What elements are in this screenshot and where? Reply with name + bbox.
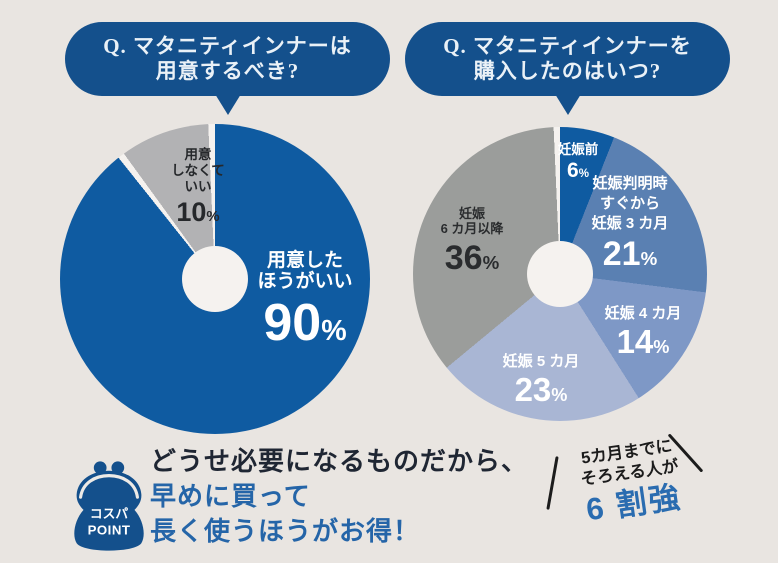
question-line: 用意するべき? bbox=[155, 59, 300, 83]
question-line: 購入したのはいつ? bbox=[473, 59, 662, 83]
annotation-6wari: 5カ月までに そろえる人が 6 割強 bbox=[551, 432, 711, 534]
point-message: どうせ必要になるものだから、 早めに買って 長く使うほうがお得！ bbox=[150, 444, 528, 549]
slice-value: 14% bbox=[616, 323, 670, 360]
question-bubble-when-purchased: Q. マタニティインナーを 購入したのはいつ? bbox=[405, 22, 730, 115]
slice-value: 10% bbox=[176, 197, 220, 227]
slice-label-before-pregnancy: 妊娠前 6% bbox=[538, 142, 618, 186]
slice-value: 6% bbox=[567, 159, 589, 182]
slice-label-should-prepare: 用意した ほうがいい 90% bbox=[245, 250, 365, 359]
slice-label-6-months-plus: 妊娠 6 カ月以降 36% bbox=[427, 206, 517, 281]
badge-text-point: POINT bbox=[88, 522, 131, 537]
point-message-line1: どうせ必要になるものだから、 bbox=[150, 447, 529, 476]
donut-chart-when-purchased: 妊娠前 6% 妊娠判明時 すぐから 妊娠 3 カ月 21% 妊娠 4 カ月 14… bbox=[413, 127, 707, 421]
coin-purse-icon: コスパ POINT bbox=[74, 459, 144, 551]
slice-value: 23% bbox=[514, 371, 568, 408]
badge-text-cospa: コスパ bbox=[90, 506, 128, 521]
donut-hole bbox=[527, 241, 593, 307]
slice-value: 21% bbox=[602, 235, 658, 273]
point-message-line2: 早めに買って bbox=[150, 482, 311, 511]
bubble-tail bbox=[214, 94, 241, 115]
bubble-tail bbox=[554, 94, 581, 115]
slice-label-no-need: 用意 しなくて いい 10% bbox=[153, 147, 243, 232]
question-line: Q. マタニティインナーを bbox=[443, 34, 692, 58]
slice-value: 36% bbox=[444, 239, 500, 277]
donut-hole bbox=[182, 246, 248, 312]
question-bubble-prepare: Q. マタニティインナーは 用意するべき? bbox=[65, 22, 390, 115]
point-message-line3: 長く使うほうがお得！ bbox=[150, 517, 421, 546]
slice-value: 90% bbox=[263, 294, 347, 352]
slice-label-5-months: 妊娠 5 カ月 23% bbox=[476, 352, 606, 413]
slice-label-upto-3-months: 妊娠判明時 すぐから 妊娠 3 カ月 21% bbox=[565, 174, 695, 277]
question-line: Q. マタニティインナーは bbox=[103, 34, 352, 58]
donut-chart-prepare: 用意 しなくて いい 10% 用意した ほうがいい 90% bbox=[60, 124, 370, 434]
slice-label-4-months: 妊娠 4 カ月 14% bbox=[578, 304, 708, 365]
